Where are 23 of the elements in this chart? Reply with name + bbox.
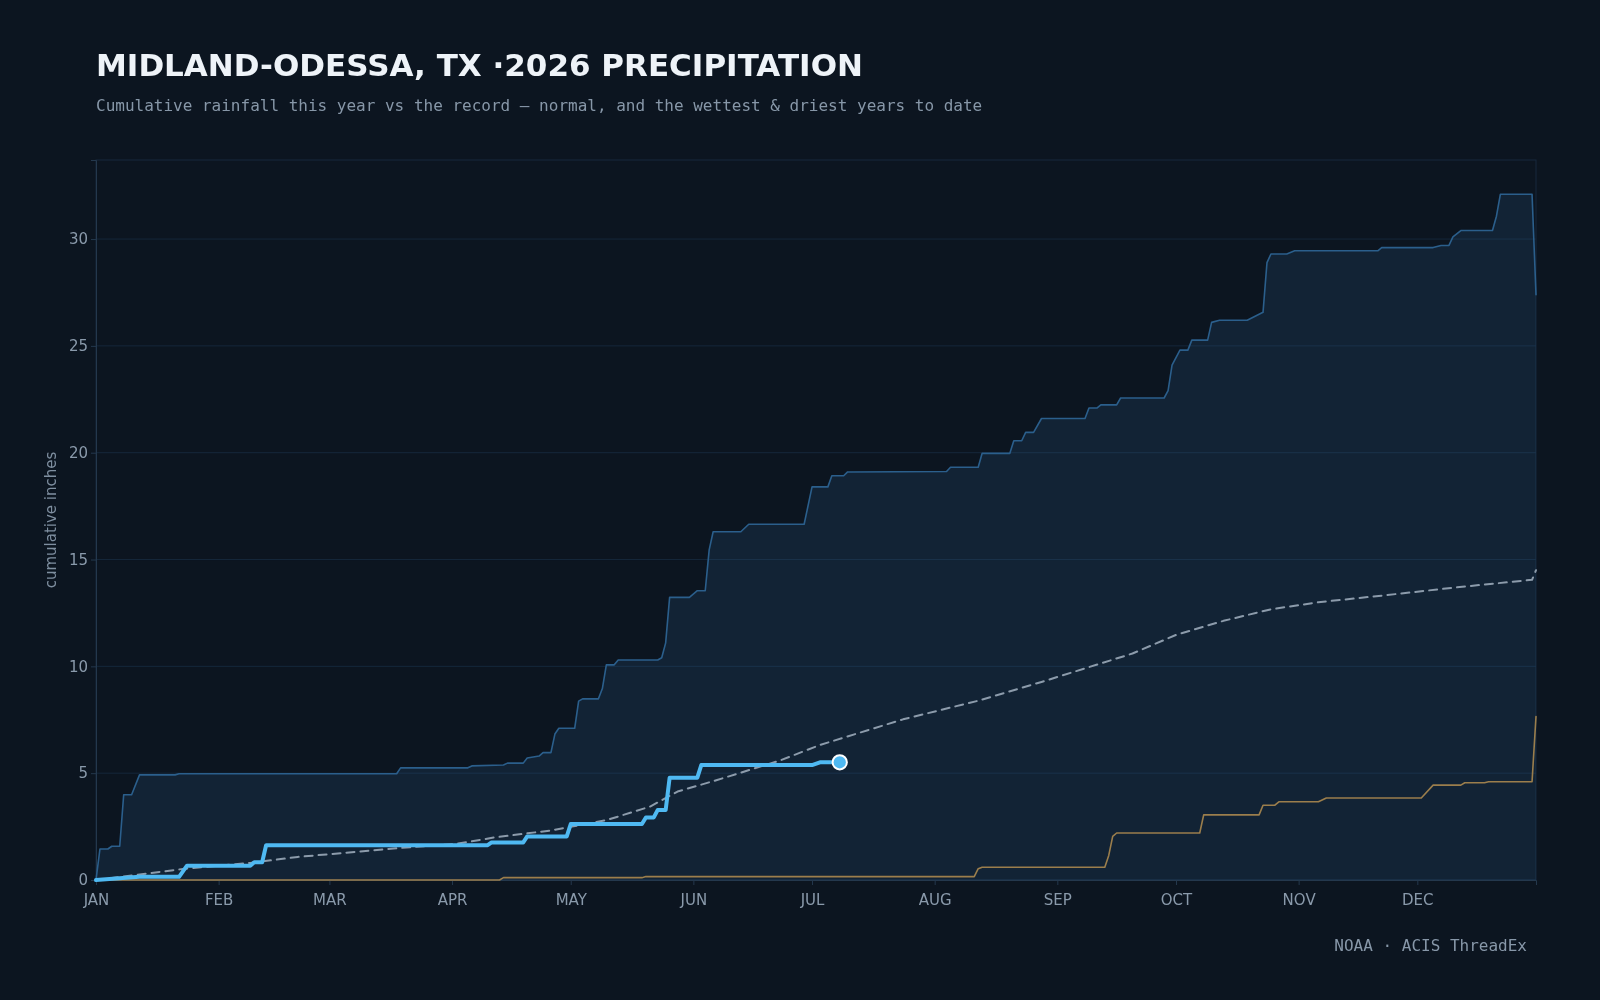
y-tick-label: 30: [68, 230, 88, 249]
x-tick-label: APR: [437, 890, 468, 909]
x-tick-label: MAR: [313, 890, 347, 909]
x-tick-label: FEB: [204, 890, 234, 909]
x-tick-label: MAY: [555, 890, 588, 909]
text: NOAA · ACIS ThreadEx: [1334, 936, 1528, 955]
chart-title: MIDLAND-ODESSA, TX ·2026 PRECIPITATION: [96, 47, 863, 83]
y-tick-label: 25: [68, 337, 88, 356]
y-tick-label: 20: [68, 444, 88, 462]
y-axis-title: cumulative inches: [42, 451, 60, 589]
x-tick-label: AUG: [918, 890, 952, 909]
x-tick-label: OCT: [1160, 890, 1194, 909]
chart-subtitle: Cumulative rainfall this year vs the record — normal, and the wettest & driest years to date: [96, 96, 983, 115]
x-tick-label: DEC: [1402, 890, 1434, 909]
y-tick-label: 15: [68, 550, 88, 569]
y-tick-label: 10: [68, 657, 88, 676]
x-tick-label: JUN: [679, 890, 708, 909]
x-tick-label: JUL: [799, 890, 826, 909]
y-tick-label: 0: [78, 871, 88, 890]
x-tick-label: NOV: [1282, 890, 1317, 909]
x-tick-label: JAN: [82, 890, 110, 909]
y-tick-label: 5: [78, 764, 88, 783]
x-tick-label: SEP: [1043, 890, 1072, 909]
